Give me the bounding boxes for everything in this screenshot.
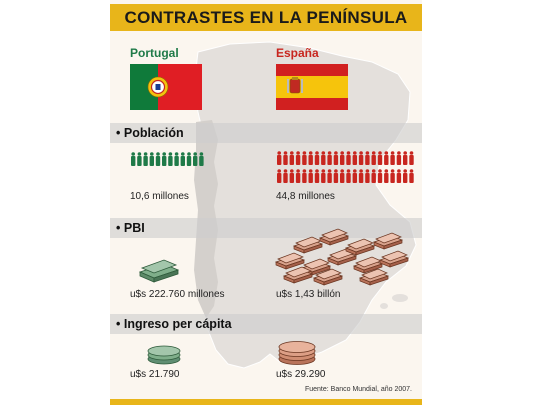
people-icon: [333, 151, 339, 165]
banknote-stack-icon: [344, 238, 376, 256]
people-icon: [289, 151, 294, 165]
people-icon: [396, 169, 402, 183]
poblacion-label: Población: [123, 126, 184, 140]
portugal-poblacion-value: 10,6 millones: [130, 191, 189, 202]
portugal-label: Portugal: [130, 46, 179, 60]
people-icon: [384, 151, 389, 165]
balearic-island: [392, 294, 408, 302]
people-icon: [295, 169, 301, 183]
coin-stack-icon: [278, 341, 316, 365]
page-title: CONTRASTES EN LA PENÍNSULA: [124, 7, 408, 27]
banknote-stack-icon: [138, 259, 180, 283]
people-icon: [186, 152, 192, 166]
people-icon: [352, 151, 357, 165]
espana-poblacion-value: 44,8 millones: [276, 191, 335, 202]
portugal-people-icons: [131, 152, 204, 166]
coin-stack-icon: [147, 345, 181, 365]
pbi-label: PBI: [123, 221, 145, 235]
people-icon: [365, 151, 370, 165]
people-icon: [199, 152, 204, 166]
banknote-stack-icon: [378, 250, 410, 268]
people-icon: [340, 151, 345, 165]
people-icon: [131, 152, 136, 166]
people-icon: [403, 151, 408, 165]
people-icon: [174, 152, 179, 166]
people-icon: [314, 151, 320, 165]
balearic-island: [380, 303, 388, 309]
espana-ingreso-value: u$s 29.290: [276, 369, 326, 380]
people-icon: [390, 151, 395, 165]
people-icon: [308, 151, 313, 165]
people-icon: [358, 169, 364, 183]
section-poblacion: • Población: [110, 123, 422, 143]
people-icon: [302, 151, 307, 165]
title-banner: CONTRASTES EN LA PENÍNSULA: [110, 4, 422, 31]
people-icon: [143, 152, 148, 166]
portugal-flag-icon: [130, 64, 202, 110]
banknote-stack-icon: [358, 268, 390, 286]
banknote-stack-icon: [292, 236, 324, 254]
people-icon: [327, 151, 332, 165]
people-icon: [340, 169, 345, 183]
ingreso-heading: • Ingreso per cápita: [116, 317, 232, 331]
infographic-panel: CONTRASTES EN LA PENÍNSULA Portugal Espa…: [110, 0, 422, 405]
spain-flag-icon: [276, 64, 348, 110]
people-icon: [346, 151, 351, 165]
people-icon: [346, 169, 351, 183]
people-icon: [314, 169, 320, 183]
ingreso-label: Ingreso per cápita: [123, 317, 232, 331]
people-icon: [283, 169, 288, 183]
banknote-stack-icon: [352, 256, 384, 274]
people-icon: [162, 152, 167, 166]
people-icon: [365, 169, 370, 183]
people-icon: [283, 151, 288, 165]
people-icon: [155, 152, 161, 166]
people-icon: [327, 169, 332, 183]
people-icon: [409, 151, 414, 165]
people-icon: [137, 152, 142, 166]
banknote-stack-icon: [318, 228, 350, 246]
people-icon: [321, 151, 326, 165]
banknote-stack-icon: [274, 252, 306, 270]
people-icon: [149, 152, 154, 166]
pbi-heading: • PBI: [116, 221, 145, 235]
people-icon: [377, 169, 383, 183]
people-icon: [308, 169, 313, 183]
people-icon: [384, 169, 389, 183]
banknote-stack-icon: [372, 232, 404, 250]
people-icon: [289, 169, 294, 183]
people-icon: [333, 169, 339, 183]
espana-pbi-value: u$s 1,43 billón: [276, 289, 341, 300]
people-icon: [358, 151, 364, 165]
people-icon: [352, 169, 357, 183]
people-icon: [371, 169, 376, 183]
people-icon: [277, 169, 282, 183]
people-icon: [180, 152, 185, 166]
people-icon: [168, 152, 173, 166]
people-icon: [321, 169, 326, 183]
people-icon: [403, 169, 408, 183]
people-icon: [396, 151, 402, 165]
section-ingreso: • Ingreso per cápita: [110, 314, 422, 334]
people-icon: [302, 169, 307, 183]
bottom-bar: [110, 399, 422, 405]
people-icon: [409, 169, 414, 183]
portugal-ingreso-value: u$s 21.790: [130, 369, 180, 380]
banknote-stack-icon: [312, 268, 344, 286]
portugal-pbi-value: u$s 222.760 millones: [130, 289, 225, 300]
espana-banknote-stacks: [274, 228, 410, 286]
espana-label: España: [276, 46, 319, 60]
banknote-stack-icon: [282, 266, 314, 284]
people-icon: [193, 152, 198, 166]
source-note: Fuente: Banco Mundial, año 2007.: [304, 386, 412, 393]
people-icon: [371, 151, 376, 165]
espana-people-icons: [277, 151, 414, 183]
people-icon: [377, 151, 383, 165]
people-icon: [295, 151, 301, 165]
poblacion-heading: • Población: [116, 126, 184, 140]
people-icon: [277, 151, 282, 165]
people-icon: [390, 169, 395, 183]
